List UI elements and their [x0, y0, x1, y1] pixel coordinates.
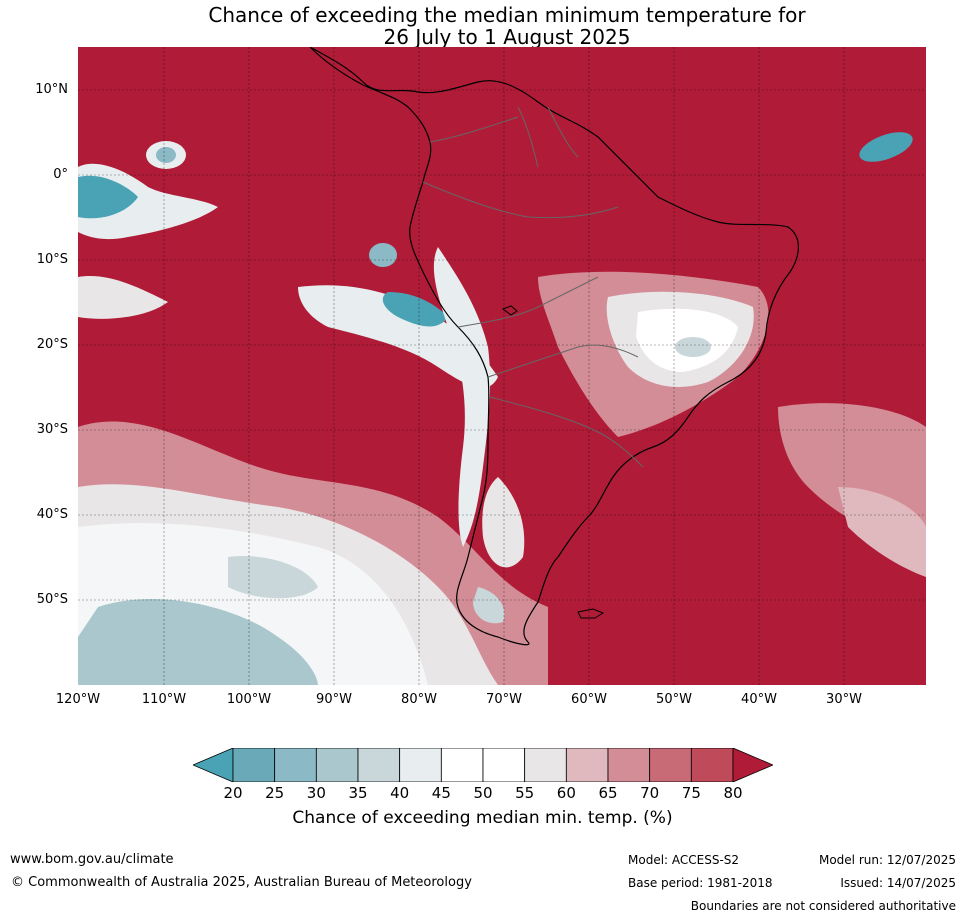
colorbar-cell	[232, 748, 276, 782]
lat-label-10n: 10°N	[35, 82, 68, 97]
country-borders	[422, 106, 644, 468]
website-link[interactable]: www.bom.gov.au/climate	[10, 852, 174, 867]
colorbar-min-arrow	[193, 748, 234, 782]
patagonia-pale	[482, 477, 525, 568]
colorbar-tick-label: 30	[306, 784, 326, 802]
boundaries-disclaimer: Boundaries are not considered authoritat…	[690, 899, 956, 913]
lon-label-40w: 40°W	[741, 692, 777, 707]
colorbar-label: Chance of exceeding median min. temp. (%…	[292, 808, 673, 828]
model-name: Model: ACCESS-S2	[628, 853, 740, 867]
map-title: Chance of exceeding the median minimum t…	[0, 4, 965, 48]
issued-date: Issued: 14/07/2025	[840, 876, 956, 890]
colorbar-cell	[649, 748, 692, 782]
colorbar-tick-label: 70	[640, 784, 660, 802]
offshore-blue-blob	[369, 243, 397, 267]
lon-label-50w: 50°W	[656, 692, 692, 707]
probability-map	[78, 47, 926, 685]
colorbar-tick-label: 45	[431, 784, 451, 802]
colorbar-cell	[690, 748, 734, 782]
colorbar-tick-label: 20	[223, 784, 243, 802]
lake-titicaca	[501, 305, 518, 316]
galapagos-blue-core	[156, 147, 176, 163]
colorbar-tick-label: 25	[265, 784, 285, 802]
copyright-text: © Commonwealth of Australia 2025, Austra…	[11, 875, 472, 890]
title-line-2: 26 July to 1 August 2025	[383, 25, 631, 49]
colorbar-cell	[399, 748, 442, 782]
graticule	[78, 47, 926, 685]
colorbar-tick-label: 50	[473, 784, 493, 802]
colorbar-tick-label: 75	[681, 784, 701, 802]
lon-label-70w: 70°W	[486, 692, 522, 707]
lat-label-50s: 50°S	[36, 592, 68, 607]
peru-offshore-pale	[298, 285, 498, 388]
lon-label-100w: 100°W	[226, 692, 272, 707]
colorbar-cell	[482, 748, 526, 782]
colorbar-tick-label: 55	[515, 784, 535, 802]
base-period: Base period: 1981-2018	[628, 876, 773, 890]
south-america-coastline	[309, 47, 799, 646]
lat-label-40s: 40°S	[36, 507, 68, 522]
equatorial-pacific-blue-core	[78, 175, 138, 219]
colorbar-cell	[607, 748, 651, 782]
lon-label-80w: 80°W	[401, 692, 437, 707]
southern-ocean-blue-patch	[78, 598, 318, 685]
colorbar-cell	[440, 748, 484, 782]
atlantic-blue-spot	[859, 132, 913, 162]
patagonia-south-pale	[473, 587, 505, 624]
brazil-blue-spot	[675, 337, 711, 357]
lon-label-90w: 90°W	[316, 692, 352, 707]
lat-label-0: 0°	[53, 167, 68, 182]
chile-coast-pale-strip	[433, 247, 491, 547]
south-atlantic-pale-2	[838, 487, 926, 577]
colorbar-cell	[357, 748, 401, 782]
colorbar-tick-label: 40	[390, 784, 410, 802]
colorbar-tick-label: 35	[348, 784, 368, 802]
colorbar-cell	[315, 748, 359, 782]
colorbar-tick-label: 65	[598, 784, 618, 802]
lat-label-20s: 20°S	[36, 337, 68, 352]
title-line-1: Chance of exceeding the median minimum t…	[208, 3, 806, 27]
lat-label-10s: 10°S	[36, 252, 68, 267]
colorbar-cell	[565, 748, 609, 782]
colorbar-tick-label: 60	[556, 784, 576, 802]
western-pacific-pale-band	[78, 276, 168, 319]
lon-label-60w: 60°W	[571, 692, 607, 707]
falklands-islands	[577, 608, 605, 619]
lat-label-30s: 30°S	[36, 422, 68, 437]
colorbar-max-arrow	[732, 748, 773, 782]
colorbar-cell	[524, 748, 567, 782]
lon-label-110w: 110°W	[141, 692, 187, 707]
model-run-date: Model run: 12/07/2025	[818, 853, 956, 867]
colorbar-tick-label: 80	[723, 784, 743, 802]
lon-label-30w: 30°W	[826, 692, 862, 707]
lon-label-120w: 120°W	[55, 692, 101, 707]
colorbar	[193, 748, 773, 782]
colorbar-cell	[274, 748, 317, 782]
peru-offshore-blue	[382, 292, 448, 327]
southern-ocean-blue-patch-2	[228, 556, 318, 599]
